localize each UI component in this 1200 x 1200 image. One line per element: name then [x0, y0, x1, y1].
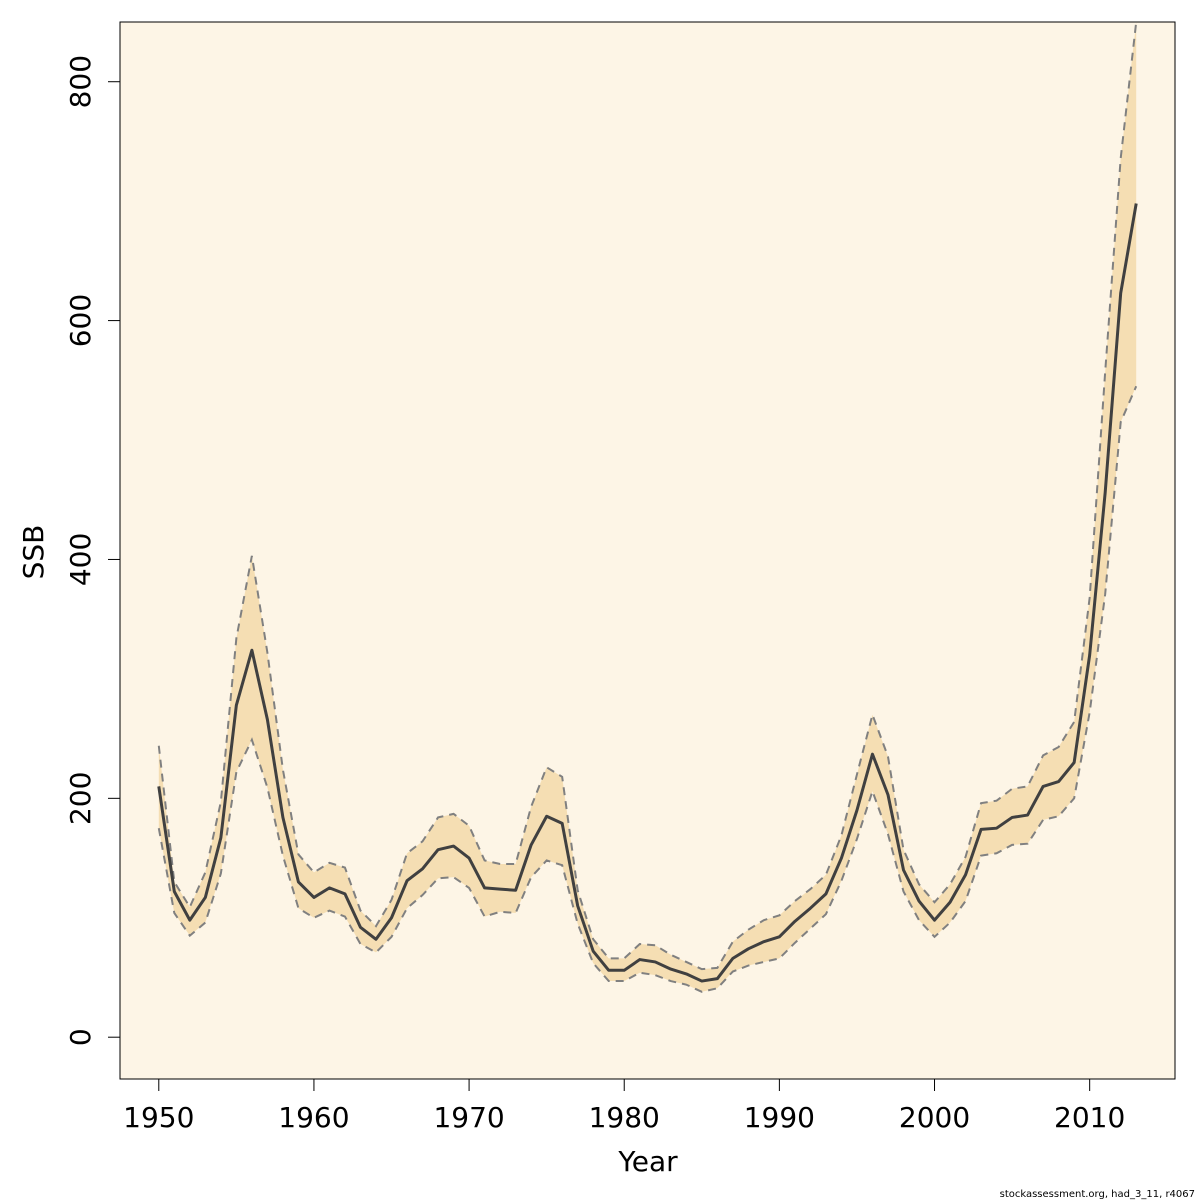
y-tick-label: 600	[64, 294, 97, 347]
x-tick-label: 1970	[433, 1101, 504, 1134]
y-tick-label: 200	[64, 772, 97, 825]
x-tick-label: 1950	[123, 1101, 194, 1134]
x-axis-title: Year	[617, 1145, 678, 1178]
y-tick-label: 400	[64, 533, 97, 586]
estimate-line	[157, 203, 1138, 983]
x-tick-label: 2000	[899, 1101, 970, 1134]
y-axis: 0 200 400 600 800	[64, 55, 121, 1046]
y-axis-title: SSB	[17, 525, 50, 580]
credit-annotation: stockassessment.org, had_3_11, r4067	[1000, 1189, 1195, 1200]
x-tick-label: 1960	[278, 1101, 349, 1134]
plot-background	[120, 22, 1175, 1079]
y-tick-label: 0	[64, 1028, 97, 1046]
upper-bound-line	[157, 21, 1138, 971]
x-tick-label: 1990	[744, 1101, 815, 1134]
x-tick-label: 2010	[1054, 1101, 1125, 1134]
y-tick-label: 800	[64, 55, 97, 108]
x-tick-label: 1980	[589, 1101, 660, 1134]
lower-bound-line	[157, 385, 1138, 993]
series-line-layer	[157, 21, 1138, 993]
x-axis: 1950 1960 1970 1980 1990 2000 2010	[123, 1078, 1125, 1134]
